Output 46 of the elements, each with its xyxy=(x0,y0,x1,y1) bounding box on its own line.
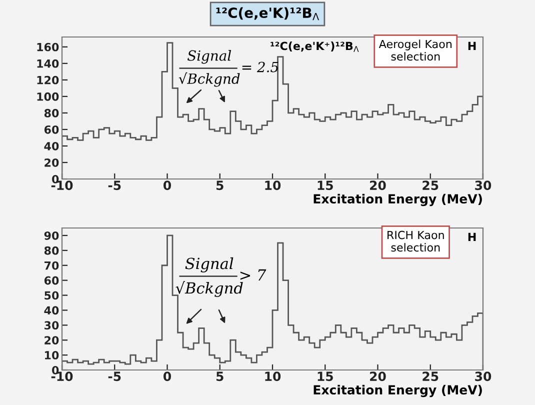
annotation: > 7 xyxy=(240,269,266,280)
y-tick-label: 140 xyxy=(37,59,59,68)
annotation: √Bckgnd xyxy=(176,281,243,297)
x-tick-label: 5 xyxy=(216,180,224,190)
x-tick-label: 10 xyxy=(265,180,281,190)
y-tick-label: 20 xyxy=(44,336,59,344)
y-tick-label: 100 xyxy=(37,92,59,101)
y-tick-label: 20 xyxy=(44,158,59,167)
annotation: √Bckgnd xyxy=(178,72,240,87)
x-tick-label: 20 xyxy=(370,180,386,190)
y-tick-label: 60 xyxy=(44,125,59,134)
x-tick-label: 15 xyxy=(318,372,333,382)
y-tick-label: 10 xyxy=(45,351,59,360)
annotation: RICH Kaon selection xyxy=(388,230,444,252)
x-tick-label: 25 xyxy=(422,372,438,382)
x-tick-label: 30 xyxy=(475,180,492,190)
annotation: H xyxy=(468,42,476,50)
x-tick-label: 0 xyxy=(164,372,171,382)
y-tick-label: 60 xyxy=(44,276,59,285)
x-tick-label: 15 xyxy=(318,180,333,190)
annotation: Signal xyxy=(187,50,232,64)
x-tick-label: 10 xyxy=(265,372,281,382)
x-tick-label: 0 xyxy=(164,180,171,190)
y-tick-label: 40 xyxy=(44,306,59,315)
annotation: Signal xyxy=(185,257,234,272)
x-tick-label: 25 xyxy=(422,180,438,190)
x-axis-title: Excitation Energy (MeV) xyxy=(314,194,482,206)
x-tick-label: 30 xyxy=(475,372,492,382)
y-tick-label: 90 xyxy=(44,231,59,240)
y-tick-label: 160 xyxy=(37,42,59,52)
annotation: Aerogel Kaon selection xyxy=(378,40,452,61)
y-tick-label: 30 xyxy=(44,321,59,330)
y-tick-label: 40 xyxy=(44,142,59,150)
y-tick-label: 80 xyxy=(44,246,59,255)
y-tick-label: 70 xyxy=(44,261,59,270)
y-tick-label: 120 xyxy=(37,76,59,84)
x-axis-title: Excitation Energy (MeV) xyxy=(314,384,482,398)
x-tick-label: 20 xyxy=(370,372,386,382)
x-tick-label: -5 xyxy=(108,372,121,382)
x-tick-label: -5 xyxy=(108,180,121,190)
chart-title: ¹²C(e,e'K)¹²B$_{Λ}$ xyxy=(216,7,320,20)
y-tick-label: 50 xyxy=(44,291,59,300)
y-tick-label: 80 xyxy=(44,108,59,118)
annotation: ¹²C(e,e'K⁺)¹²B$_{Λ}$ xyxy=(270,42,359,52)
x-tick-label: 5 xyxy=(216,372,224,382)
annotation: H xyxy=(468,232,476,242)
